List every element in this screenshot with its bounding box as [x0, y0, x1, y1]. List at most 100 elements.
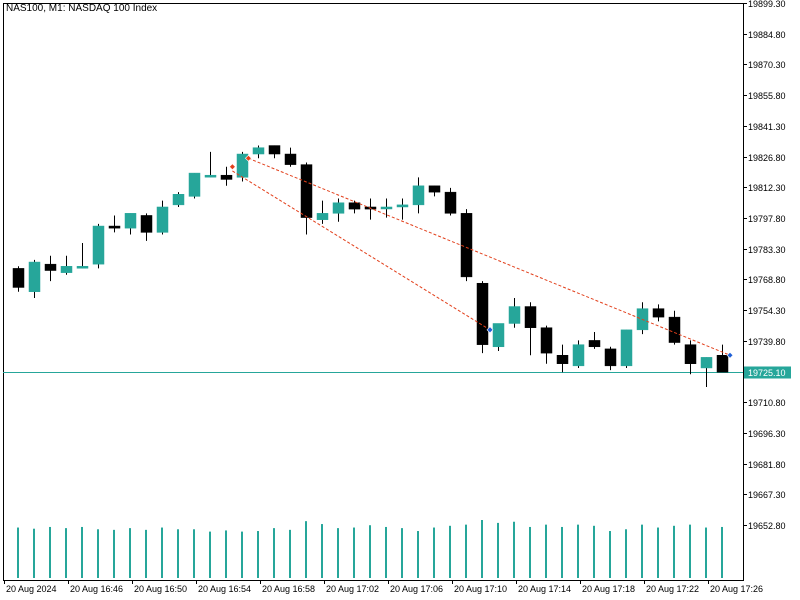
- volume-bar: [81, 526, 83, 578]
- volume-bar: [225, 530, 227, 578]
- volume-bar: [417, 531, 419, 578]
- current-price-tag: [744, 366, 791, 379]
- volume-bar: [49, 526, 51, 578]
- candle-body: [316, 213, 329, 220]
- candle-body: [508, 306, 521, 324]
- volume-bar: [561, 526, 563, 578]
- y-tick-label: 19870.30: [748, 60, 786, 70]
- candle-body: [252, 147, 265, 155]
- candle-body: [380, 206, 393, 210]
- arrow-buy-marker: [486, 326, 494, 334]
- candle-body: [12, 268, 25, 288]
- volume-bar: [113, 529, 115, 578]
- candle-body: [540, 327, 553, 354]
- candle-body: [396, 204, 409, 208]
- volume-bar: [97, 529, 99, 578]
- volume-bar: [209, 531, 211, 578]
- volume-bar: [449, 525, 451, 578]
- candle-body: [412, 185, 425, 206]
- candle-body: [156, 206, 169, 233]
- y-tick-label: 19841.30: [748, 122, 786, 132]
- y-tick-label: 19884.80: [748, 30, 786, 40]
- x-tick-label: 20 Aug 17:10: [454, 584, 507, 594]
- volume-bar: [625, 529, 627, 578]
- volume-bar: [673, 525, 675, 578]
- candle-body: [172, 194, 185, 206]
- y-tick-label: 19652.80: [748, 521, 786, 531]
- volume-bar: [161, 527, 163, 578]
- y-tick-label: 19826.80: [748, 153, 786, 163]
- y-tick-label: 19739.80: [748, 337, 786, 347]
- candle-body: [300, 164, 313, 218]
- y-tick-label: 19812.30: [748, 183, 786, 193]
- x-tick-label: 20 Aug 17:02: [326, 584, 379, 594]
- candle-body: [76, 266, 89, 269]
- candle-body: [492, 323, 505, 348]
- candle-body: [668, 316, 681, 343]
- volume-bar: [481, 520, 483, 578]
- candle-body: [460, 213, 473, 278]
- y-tick-label: 19797.80: [748, 214, 786, 224]
- candle-body: [124, 213, 137, 229]
- candle-body: [28, 261, 41, 292]
- candle-body: [476, 282, 489, 345]
- volume-bar: [369, 525, 371, 578]
- y-tick-label: 19710.80: [748, 398, 786, 408]
- volume-bar: [689, 524, 691, 578]
- candle-body: [220, 174, 233, 180]
- candle-body: [588, 340, 601, 348]
- volume-bar: [497, 522, 499, 578]
- volume-bar: [289, 529, 291, 578]
- volume-bar: [177, 529, 179, 578]
- volume-bar: [657, 527, 659, 578]
- y-tick-label: 19681.80: [748, 460, 786, 470]
- volume-bar: [401, 528, 403, 578]
- arrow-sell-marker: [228, 163, 236, 171]
- x-tick-label: 20 Aug 16:54: [198, 584, 251, 594]
- candle-body: [572, 344, 585, 367]
- candle-body: [444, 191, 457, 214]
- candle-body: [44, 263, 57, 271]
- volume-bar: [385, 526, 387, 578]
- x-tick-label: 20 Aug 16:58: [262, 584, 315, 594]
- arrow-buy-marker: [726, 351, 734, 359]
- x-tick-label: 20 Aug 2024: [6, 584, 57, 594]
- candle-body: [604, 348, 617, 367]
- trade-line: [232, 170, 491, 331]
- candle-body: [60, 266, 73, 273]
- volume-bar: [305, 521, 307, 578]
- volume-bar: [353, 527, 355, 578]
- y-tick-label: 19899.30: [748, 0, 786, 9]
- volume-bar: [609, 531, 611, 578]
- candle-body: [332, 202, 345, 214]
- volume-bar: [721, 526, 723, 578]
- volume-bar: [129, 528, 131, 578]
- candle-body: [684, 344, 697, 364]
- candle-body: [188, 172, 201, 197]
- candle-body: [204, 174, 217, 178]
- volume-bar: [65, 528, 67, 578]
- volume-bar: [577, 524, 579, 578]
- x-tick-label: 20 Aug 17:18: [582, 584, 635, 594]
- volume-bar: [145, 529, 147, 578]
- volume-bar: [465, 524, 467, 578]
- x-tick-label: 20 Aug 17:22: [646, 584, 699, 594]
- current-price-label: 19725.10: [748, 368, 786, 378]
- x-tick-label: 20 Aug 16:46: [70, 584, 123, 594]
- volume-bar: [273, 528, 275, 578]
- x-tick-label: 20 Aug 16:50: [134, 584, 187, 594]
- plot-frame: [3, 3, 744, 581]
- x-tick-label: 20 Aug 17:26: [710, 584, 763, 594]
- volume-bar: [337, 528, 339, 578]
- candle-body: [268, 145, 281, 155]
- y-tick-label: 19754.30: [748, 306, 786, 316]
- candle-body: [140, 215, 153, 233]
- x-tick-label: 20 Aug 17:14: [518, 584, 571, 594]
- y-tick-label: 19667.30: [748, 490, 786, 500]
- chart-title: NAS100, M1: NASDAQ 100 Index: [6, 3, 158, 14]
- candle-body: [556, 354, 569, 364]
- volume-bar: [641, 524, 643, 578]
- y-tick-label: 19768.80: [748, 275, 786, 285]
- trade-line: [248, 157, 731, 356]
